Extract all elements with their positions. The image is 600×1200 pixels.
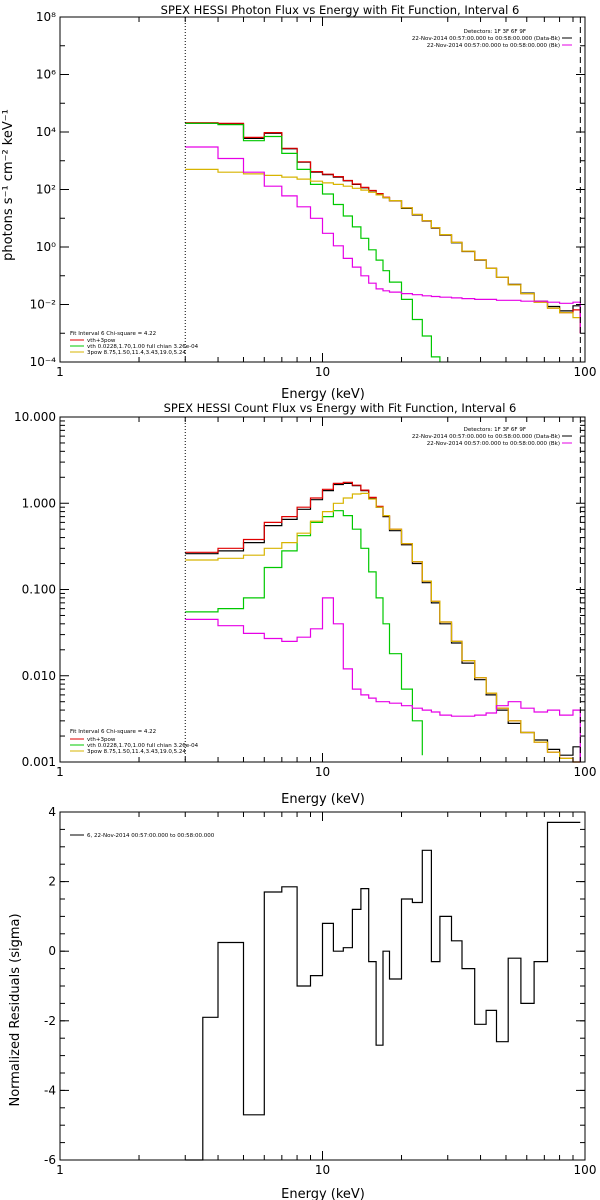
y-tick-label: 0.001	[22, 755, 56, 769]
panel3-x-label: Energy (keV)	[281, 1187, 365, 1200]
panel2-legend-data: 22-Nov-2014 00:57:00.000 to 00:58:00.000…	[412, 434, 560, 440]
panel1-series-group	[185, 122, 581, 362]
panel1-legend-fit: Fit Interval 6 Chi-square = 4.22 vth+3po…	[70, 331, 199, 356]
panel2-legend-fit: Fit Interval 6 Chi-square = 4.22 vth+3po…	[70, 729, 199, 755]
y-tick-label: 0	[48, 944, 56, 958]
panel2-series-group	[185, 481, 581, 763]
x-tick-label: 1	[56, 765, 64, 779]
panel2-fit-line-0: Fit Interval 6 Chi-square = 4.22	[70, 729, 156, 735]
y-tick-label: 0.010	[22, 669, 56, 683]
y-tick-label: 10⁻²	[30, 298, 57, 312]
y-tick-label: 2	[48, 875, 56, 889]
y-tick-label: 10⁶	[36, 68, 56, 82]
x-tick-label: 1	[56, 1163, 64, 1177]
x-tick-label: 10	[315, 1163, 330, 1177]
panel1-fit-line-0: Fit Interval 6 Chi-square = 4.22	[70, 331, 156, 337]
series-line-2	[185, 510, 423, 756]
series-line-3	[185, 492, 581, 763]
panel2-title: SPEX HESSI Count Flux vs Energy with Fit…	[164, 401, 517, 415]
panel3-plot-frame	[59, 811, 586, 1161]
x-tick-label: 10	[315, 765, 330, 779]
panel2-fit-line-1: vth+3pow	[87, 737, 116, 743]
x-tick-label: 100	[574, 365, 597, 379]
panel1-axes: 1 10 100 10⁻⁴ 10⁻² 10⁰ 10² 10⁴ 10⁶ 10⁸	[30, 10, 597, 379]
panel3-axes: 1 10 100 -6 -4 -2 0 2 4	[44, 805, 596, 1177]
panel3-legend-text: 6, 22-Nov-2014 00:57:00.000 to 00:58:00.…	[87, 833, 215, 839]
panel1-legend-detectors: Detectors: 1F 3F 6F 9F	[464, 29, 526, 35]
panel2-legend-detectors: Detectors: 1F 3F 6F 9F	[464, 427, 526, 433]
panel3-y-label: Normalized Residuals (sigma)	[8, 913, 23, 1106]
panel1-legend-data: 22-Nov-2014 00:57:00.000 to 00:58:00.000…	[412, 36, 560, 42]
panel2-x-label: Energy (keV)	[281, 792, 365, 807]
residuals-panel: 1 10 100 -6 -4 -2 0 2 4 Energy (keV) Normalized …	[8, 805, 596, 1200]
series-line-0	[185, 821, 581, 1161]
x-tick-label: 10	[315, 365, 330, 379]
series-line-4	[185, 146, 581, 334]
series-line-2	[185, 122, 441, 362]
panel2-fit-line-2: vth 0.0228,1.70,1.00 full chian 3.26e-04	[87, 743, 199, 749]
series-line-3	[185, 168, 581, 334]
panel2-fit-line-3: 3pow 8.75,1.50,11.4,3.43,19.0,5.24	[87, 749, 186, 755]
series-line-4	[185, 597, 581, 762]
y-tick-label: 1.000	[22, 496, 56, 510]
panel1-y-label: photons s⁻¹ cm⁻² keV⁻¹	[1, 109, 16, 261]
y-tick-label: -6	[44, 1153, 56, 1167]
y-tick-label: 10⁴	[36, 125, 56, 139]
x-tick-label: 100	[574, 765, 597, 779]
panel1-fit-line-3: 3pow 8.75,1.50,11.4,3.43,19.0,5.24	[87, 350, 186, 356]
y-tick-label: 10.000	[14, 410, 56, 424]
panel3-series-group	[185, 821, 581, 1161]
panel2-legend-bk: 22-Nov-2014 00:57:00.000 to 00:58:00.000…	[427, 441, 560, 447]
panel1-fit-line-2: vth 0.0228,1.70,1.00 full chian 3.26e-04	[87, 344, 199, 350]
panel1-fit-line-1: vth+3pow	[87, 338, 116, 344]
y-tick-label: 0.100	[22, 583, 56, 597]
x-tick-label: 100	[574, 1163, 597, 1177]
panel1-title: SPEX HESSI Photon Flux vs Energy with Fi…	[161, 3, 520, 17]
panel1-x-label: Energy (keV)	[281, 387, 365, 402]
y-tick-label: 10⁸	[36, 10, 56, 24]
panel1-legend-top-right: Detectors: 1F 3F 6F 9F 22-Nov-2014 00:57…	[412, 29, 572, 49]
y-tick-label: 10⁰	[36, 240, 56, 254]
y-tick-label: 10²	[36, 183, 56, 197]
y-tick-label: 4	[48, 805, 56, 819]
y-tick-label: -4	[44, 1083, 56, 1097]
panel2-legend-top-right: Detectors: 1F 3F 6F 9F 22-Nov-2014 00:57…	[412, 427, 572, 447]
photon-flux-panel: SPEX HESSI Photon Flux vs Energy with Fi…	[1, 3, 596, 402]
y-tick-label: -2	[44, 1014, 56, 1028]
panel3-legend: 6, 22-Nov-2014 00:57:00.000 to 00:58:00.…	[70, 833, 215, 839]
count-flux-panel: SPEX HESSI Count Flux vs Energy with Fit…	[14, 401, 596, 807]
y-tick-label: 10⁻⁴	[30, 355, 57, 369]
panel1-legend-bk: 22-Nov-2014 00:57:00.000 to 00:58:00.000…	[427, 43, 560, 49]
panel2-axes: 1 10 100 0.001 0.010 0.100 1.000 10.000	[14, 410, 596, 779]
x-tick-label: 1	[56, 365, 64, 379]
